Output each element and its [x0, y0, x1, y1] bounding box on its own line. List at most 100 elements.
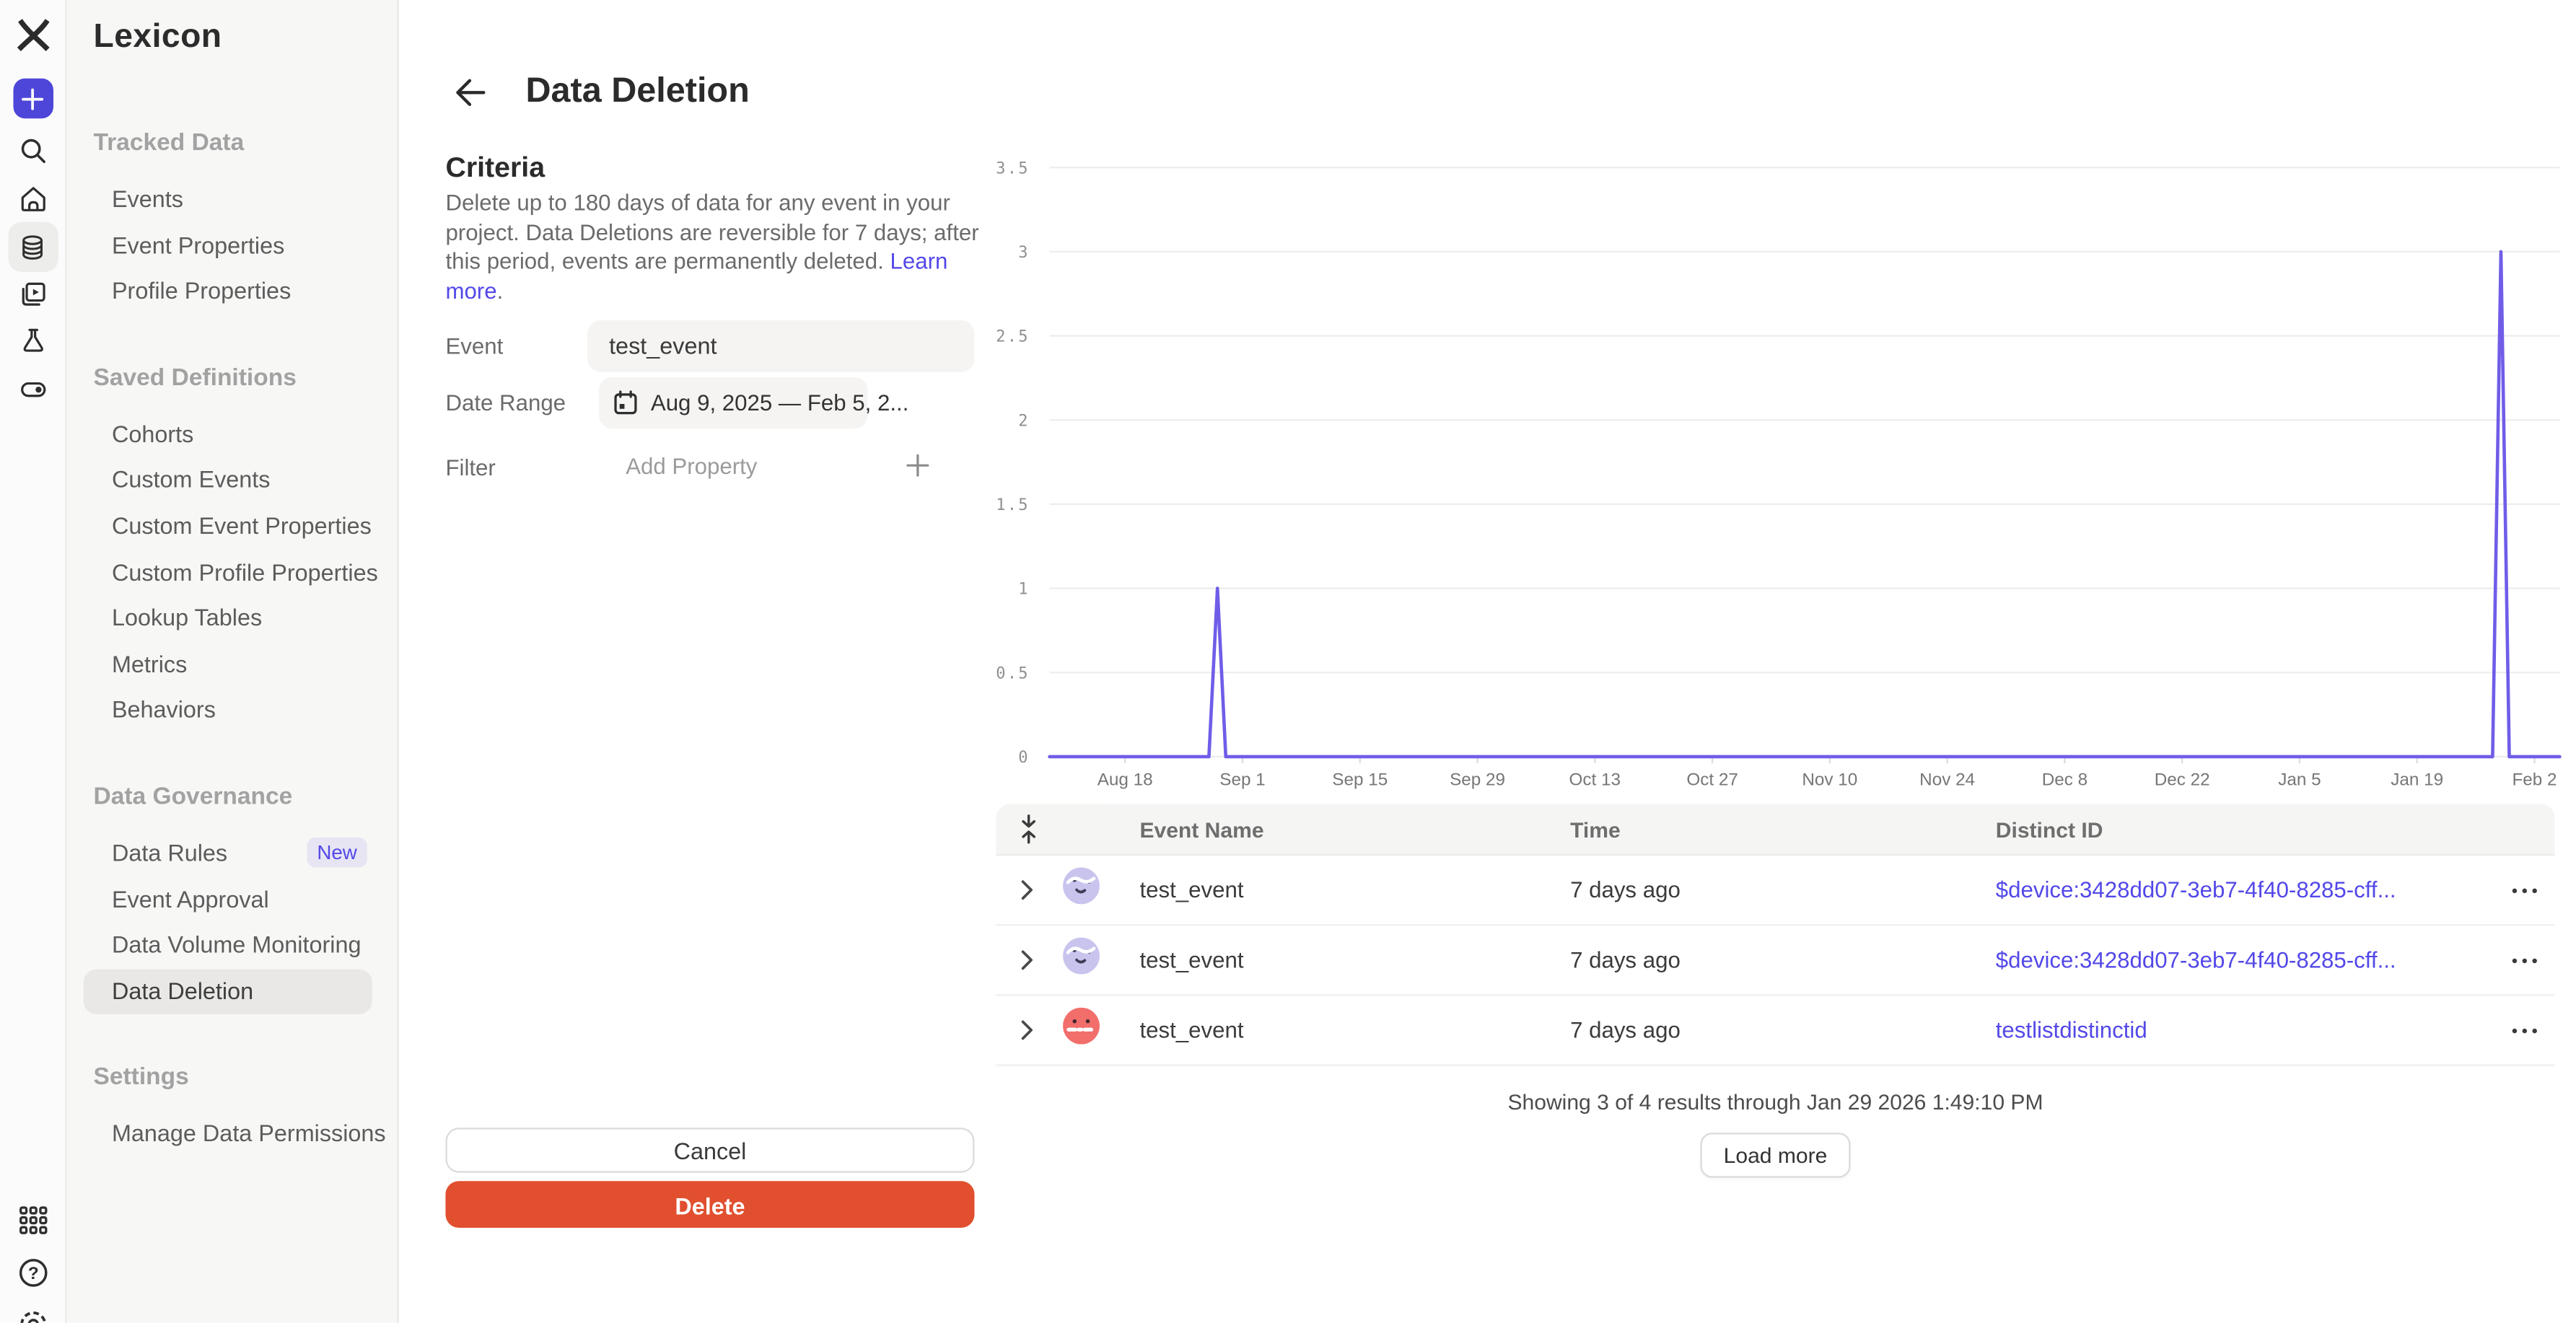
- event-name-cell: test_event: [1139, 947, 1244, 973]
- lexicon-database-icon[interactable]: [7, 221, 58, 272]
- experiments-flask-icon[interactable]: [17, 325, 48, 357]
- expand-row-chevron-icon[interactable]: [1020, 879, 1063, 901]
- event-field-label: Event: [445, 333, 504, 359]
- sidebar-item-custom-event-properties[interactable]: Custom Event Properties: [84, 504, 372, 550]
- wavy-face-avatar: [1063, 867, 1139, 913]
- time-cell: 7 days ago: [1570, 947, 1681, 973]
- distinct-id-link[interactable]: testlistdistinctid: [1995, 1017, 2147, 1043]
- table-row: test_event 7 days ago $device:3428dd07-3eb…: [996, 926, 2555, 996]
- sidebar-section-settings: Settings Manage Data Permissions: [67, 1055, 398, 1157]
- sidebar-item-data-deletion[interactable]: Data Deletion: [83, 968, 372, 1015]
- app-title: Lexicon: [93, 18, 222, 56]
- row-menu-ellipsis-icon[interactable]: [2478, 887, 2538, 893]
- sidebar-item-lookup-tables[interactable]: Lookup Tables: [84, 596, 372, 642]
- sidebar-item-label: Custom Profile Properties: [111, 558, 378, 585]
- sidebar-item-label: Custom Event Properties: [111, 511, 372, 539]
- sidebar-item-data-volume-monitoring[interactable]: Data Volume Monitoring: [84, 923, 372, 969]
- expand-row-chevron-icon[interactable]: [1020, 1019, 1063, 1041]
- criteria-heading: Criteria: [445, 151, 546, 184]
- learn-more-link[interactable]: Learn more: [445, 248, 948, 303]
- sidebar-item-data-rules[interactable]: Data Rules New: [84, 830, 372, 876]
- sidebar-sections: Tracked Data Events Event Properties Profil…: [67, 120, 398, 1158]
- add-property-button[interactable]: Add Property: [626, 454, 758, 479]
- home-icon[interactable]: [17, 183, 48, 215]
- cancel-button[interactable]: Cancel: [445, 1128, 975, 1173]
- column-header-time[interactable]: Time: [1570, 816, 1621, 842]
- sidebar-section-label: Data Governance: [93, 783, 293, 811]
- load-more-button[interactable]: Load more: [1700, 1133, 1851, 1178]
- sidebar-section-label: Saved Definitions: [93, 364, 297, 392]
- sidebar-item-behaviors[interactable]: Behaviors: [84, 688, 372, 734]
- create-plus-button[interactable]: [12, 78, 53, 119]
- event-select-input[interactable]: test_event: [587, 320, 975, 372]
- table-body: test_event 7 days ago $device:3428dd07-3eb…: [996, 856, 2555, 1066]
- row-menu-ellipsis-icon[interactable]: [2478, 957, 2538, 963]
- sidebar-item-label: Manage Data Permissions: [111, 1120, 386, 1147]
- expand-row-chevron-icon[interactable]: [1020, 949, 1063, 971]
- table-row: test_event 7 days ago $device:3428dd07-3eb…: [996, 856, 2555, 926]
- criteria-description: Delete up to 180 days of data for any ev…: [445, 188, 986, 305]
- sidebar-item-cohorts[interactable]: Cohorts: [84, 412, 372, 458]
- external-link-icon: [398, 1125, 399, 1143]
- boards-icon[interactable]: [17, 278, 48, 310]
- help-icon[interactable]: ?: [16, 1256, 49, 1289]
- x-axis-tick-label: Sep 15: [1332, 770, 1388, 789]
- x-axis-tick-label: Nov 10: [1802, 770, 1857, 789]
- new-badge: New: [307, 838, 367, 869]
- sidebar-item-label: Profile Properties: [111, 277, 292, 304]
- y-axis-tick-label: 1.5: [996, 496, 1030, 514]
- column-header-event-name[interactable]: Event Name: [1139, 816, 1264, 842]
- results-summary: Showing 3 of 4 results through Jan 29 20…: [1507, 1089, 2043, 1115]
- x-axis-tick-label: Jan 5: [2278, 770, 2321, 789]
- sidebar-item-event-approval[interactable]: Event Approval: [84, 876, 372, 923]
- y-axis-tick-label: 2.5: [996, 328, 1030, 346]
- sort-order-icon[interactable]: [1020, 814, 1063, 845]
- time-cell: 7 days ago: [1570, 877, 1681, 903]
- table-header-row: Event Name Time Distinct ID: [996, 804, 2555, 856]
- x-axis-tick-label: Nov 24: [1919, 770, 1975, 789]
- x-axis-tick-label: Feb 2: [2512, 770, 2557, 789]
- sidebar-item-label: Event Properties: [111, 231, 285, 258]
- y-axis-tick-label: 3: [1018, 244, 1030, 262]
- search-icon[interactable]: [17, 135, 48, 167]
- sidebar-item-label: Events: [111, 185, 183, 212]
- date-range-picker[interactable]: Aug 9, 2025 — Feb 5, 2...: [599, 377, 908, 429]
- x-axis-tick-label: Oct 13: [1569, 770, 1621, 789]
- y-axis-tick-label: 0: [1018, 749, 1030, 767]
- x-axis-tick-label: Dec 8: [2042, 770, 2087, 789]
- event-name-cell: test_event: [1139, 1017, 1244, 1043]
- sidebar-item-metrics[interactable]: Metrics: [84, 642, 372, 688]
- sidebar-item-label: Data Rules: [111, 839, 228, 866]
- add-filter-plus-icon[interactable]: [906, 454, 929, 477]
- distinct-id-link[interactable]: $device:3428dd07-3eb7-4f40-8285-cff...: [1995, 877, 2396, 903]
- back-arrow-icon[interactable]: [452, 75, 489, 112]
- dash-mouth-face-avatar: [1063, 1007, 1139, 1052]
- sidebar-item-event-properties[interactable]: Event Properties: [84, 223, 372, 269]
- sidebar-item-profile-properties[interactable]: Profile Properties: [84, 269, 372, 315]
- y-axis-tick-label: 1: [1018, 581, 1030, 599]
- delete-button[interactable]: Delete: [445, 1181, 975, 1228]
- sidebar-item-custom-events[interactable]: Custom Events: [84, 457, 372, 504]
- column-header-distinct-id[interactable]: Distinct ID: [1995, 816, 2103, 842]
- row-menu-ellipsis-icon[interactable]: [2478, 1027, 2538, 1033]
- sidebar-item-events[interactable]: Events: [84, 177, 372, 223]
- settings-gear-icon[interactable]: [16, 1308, 49, 1323]
- apps-grid-icon[interactable]: [17, 1205, 48, 1236]
- mixpanel-logo-icon[interactable]: [14, 17, 51, 53]
- table-row: test_event 7 days ago testlistdistinctid: [996, 995, 2555, 1066]
- learn-more-period: .: [496, 278, 504, 303]
- sidebar-item-label: Event Approval: [111, 884, 269, 912]
- date-range-field-label: Date Range: [445, 390, 566, 416]
- distinct-id-link[interactable]: $device:3428dd07-3eb7-4f40-8285-cff...: [1995, 947, 2396, 973]
- events-table: Event Name Time Distinct ID test_event 7 …: [996, 804, 2555, 1178]
- sidebar-section-saved-definitions: Saved Definitions Cohorts Custom Events Cus…: [67, 355, 398, 734]
- y-axis-tick-label: 0.5: [996, 664, 1030, 682]
- sidebar-item-label: Data Volume Monitoring: [111, 931, 362, 958]
- sidebar-item-custom-profile-properties[interactable]: Custom Profile Properties: [84, 550, 378, 596]
- feature-flags-toggle-icon[interactable]: [16, 374, 49, 405]
- sidebar-item-label: Cohorts: [111, 420, 194, 447]
- date-range-value: Aug 9, 2025 — Feb 5, 2...: [650, 390, 909, 416]
- sidebar-item-manage-data-permissions[interactable]: Manage Data Permissions: [84, 1112, 386, 1158]
- page-title: Data Deletion: [525, 71, 750, 110]
